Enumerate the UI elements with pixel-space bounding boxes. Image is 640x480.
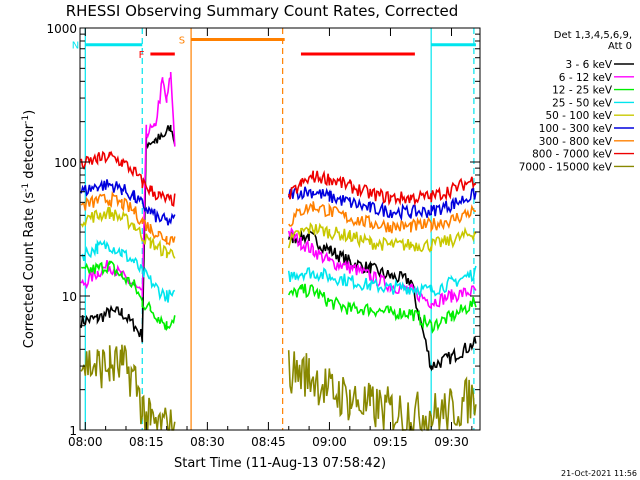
plot-area: F N S bbox=[72, 28, 477, 432]
flag-label-0: F bbox=[139, 50, 145, 61]
legend-header-1: Att 0 bbox=[608, 41, 632, 52]
y-axis-label-mid: detector bbox=[22, 123, 37, 183]
x-tick-label-6: 09:30 bbox=[434, 435, 469, 449]
series-line-0 bbox=[80, 124, 477, 372]
legend-label-5: 100 - 300 keV bbox=[539, 123, 613, 135]
y-tick-label-3: 1000 bbox=[46, 22, 77, 36]
y-axis-label-sup-2: -1 bbox=[21, 115, 31, 124]
y-tick-label-0: 1 bbox=[69, 424, 77, 438]
x-tick-label-0: 08:00 bbox=[68, 435, 103, 449]
series-line-5 bbox=[80, 179, 477, 226]
legend-label-4: 50 - 100 keV bbox=[545, 110, 612, 122]
x-tick-label-2: 08:30 bbox=[190, 435, 225, 449]
flag-label-2: S bbox=[179, 36, 185, 47]
legend-label-0: 3 - 6 keV bbox=[565, 59, 612, 71]
x-tick-label-3: 08:45 bbox=[251, 435, 286, 449]
y-axis-label: Corrected Count Rate (s-1 detector-1) bbox=[21, 110, 37, 348]
chart-title: RHESSI Observing Summary Count Rates, Co… bbox=[66, 2, 459, 20]
series-line-6 bbox=[80, 191, 476, 246]
legend-label-3: 25 - 50 keV bbox=[552, 97, 613, 109]
series-line-7 bbox=[80, 150, 477, 207]
flag-label-1: N bbox=[72, 41, 79, 52]
x-axis-label: Start Time (11-Aug-13 07:58:42) bbox=[174, 456, 386, 471]
legend-label-2: 12 - 25 keV bbox=[552, 85, 613, 97]
series-line-1 bbox=[80, 71, 477, 310]
plot-frame bbox=[79, 27, 481, 431]
timestamp: 21-Oct-2021 11:56 bbox=[561, 469, 637, 478]
series-line-8 bbox=[80, 344, 477, 432]
legend-label-1: 6 - 12 keV bbox=[559, 72, 613, 84]
y-tick-label-2: 100 bbox=[54, 156, 77, 170]
legend-label-6: 300 - 800 keV bbox=[539, 136, 613, 148]
x-tick-label-4: 09:00 bbox=[312, 435, 347, 449]
legend-header-0: Det 1,3,4,5,6,9, bbox=[554, 30, 632, 41]
legend-label-7: 800 - 7000 keV bbox=[532, 149, 613, 161]
legend-label-8: 7000 - 15000 keV bbox=[519, 161, 613, 173]
y-tick-label-1: 10 bbox=[62, 290, 77, 304]
series-line-2 bbox=[81, 260, 477, 334]
series-line-4 bbox=[80, 206, 477, 259]
y-axis-label-end: ) bbox=[22, 110, 37, 115]
y-axis: 1 10 100 1000 bbox=[46, 22, 480, 438]
x-axis: 08:00 08:15 08:30 08:45 09:00 09:15 09:30 bbox=[68, 28, 473, 449]
x-tick-label-1: 08:15 bbox=[129, 435, 164, 449]
y-axis-label-main: Corrected Count Rate (s bbox=[22, 192, 37, 349]
series-line-3 bbox=[80, 239, 477, 303]
y-axis-label-sup-1: -1 bbox=[21, 183, 31, 192]
x-tick-label-5: 09:15 bbox=[373, 435, 408, 449]
